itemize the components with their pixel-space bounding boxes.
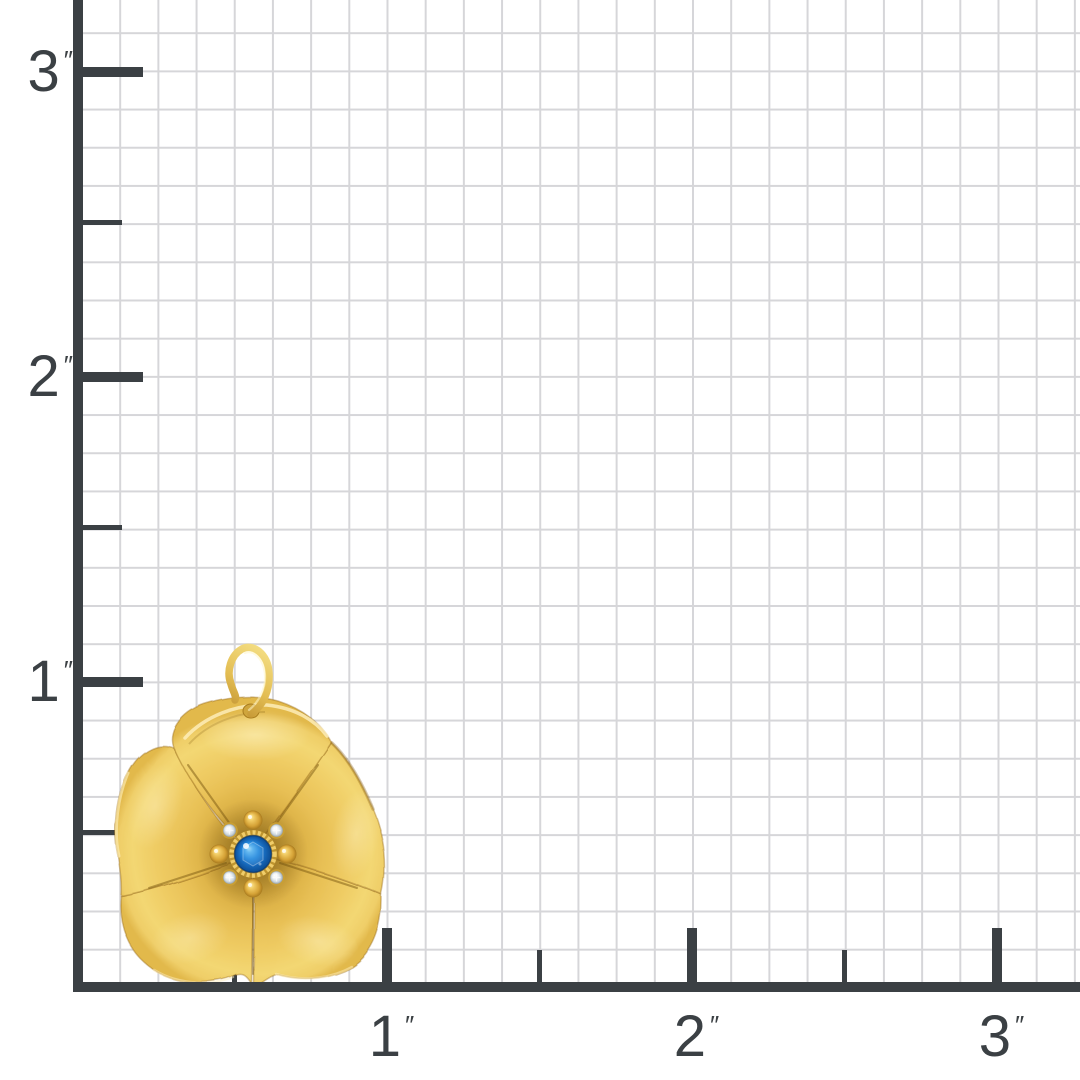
x-label-2in-unit: ″ bbox=[710, 1010, 721, 1040]
halo-gold-beads bbox=[209, 810, 297, 898]
y-label-2in: 2 ″ bbox=[0, 342, 74, 412]
halo-diamonds bbox=[221, 822, 285, 886]
pendant-center-cluster bbox=[198, 799, 308, 909]
y-tick-3in bbox=[83, 67, 143, 77]
y-tick-halfin-2 bbox=[83, 525, 122, 530]
y-label-2in-number: 2 bbox=[27, 344, 61, 409]
y-tick-halfin-3 bbox=[83, 830, 122, 835]
x-label-1in: 1 ″ bbox=[337, 1002, 447, 1072]
y-label-3in-number: 3 bbox=[27, 39, 61, 104]
x-label-2in: 2 ″ bbox=[642, 1002, 752, 1072]
x-label-3in-unit: ″ bbox=[1015, 1010, 1026, 1040]
y-label-1in: 1 ″ bbox=[0, 647, 74, 717]
pendant-image bbox=[114, 643, 386, 986]
x-tick-1in bbox=[382, 928, 392, 982]
center-gem bbox=[229, 830, 277, 878]
y-label-3in-unit: ″ bbox=[63, 45, 74, 75]
x-label-3in-number: 3 bbox=[978, 1004, 1013, 1069]
x-tick-halfin-3 bbox=[842, 950, 847, 982]
y-label-2in-unit: ″ bbox=[63, 350, 74, 380]
ruler-y-axis bbox=[73, 0, 83, 992]
y-label-1in-unit: ″ bbox=[63, 655, 74, 685]
y-label-1in-number: 1 bbox=[27, 649, 61, 714]
x-tick-2in bbox=[687, 928, 697, 982]
x-label-1in-number: 1 bbox=[368, 1004, 403, 1069]
y-tick-2in bbox=[83, 372, 143, 382]
bail-wire bbox=[225, 643, 273, 718]
x-tick-3in bbox=[992, 928, 1002, 982]
x-label-1in-unit: ″ bbox=[405, 1010, 416, 1040]
ruler-x-axis bbox=[73, 982, 1080, 992]
x-label-3in: 3 ″ bbox=[947, 1002, 1057, 1072]
x-tick-halfin-2 bbox=[537, 950, 542, 982]
y-tick-halfin-1 bbox=[83, 220, 122, 225]
x-label-2in-number: 2 bbox=[673, 1004, 708, 1069]
y-label-3in: 3 ″ bbox=[0, 37, 74, 107]
y-tick-1in bbox=[83, 677, 143, 687]
